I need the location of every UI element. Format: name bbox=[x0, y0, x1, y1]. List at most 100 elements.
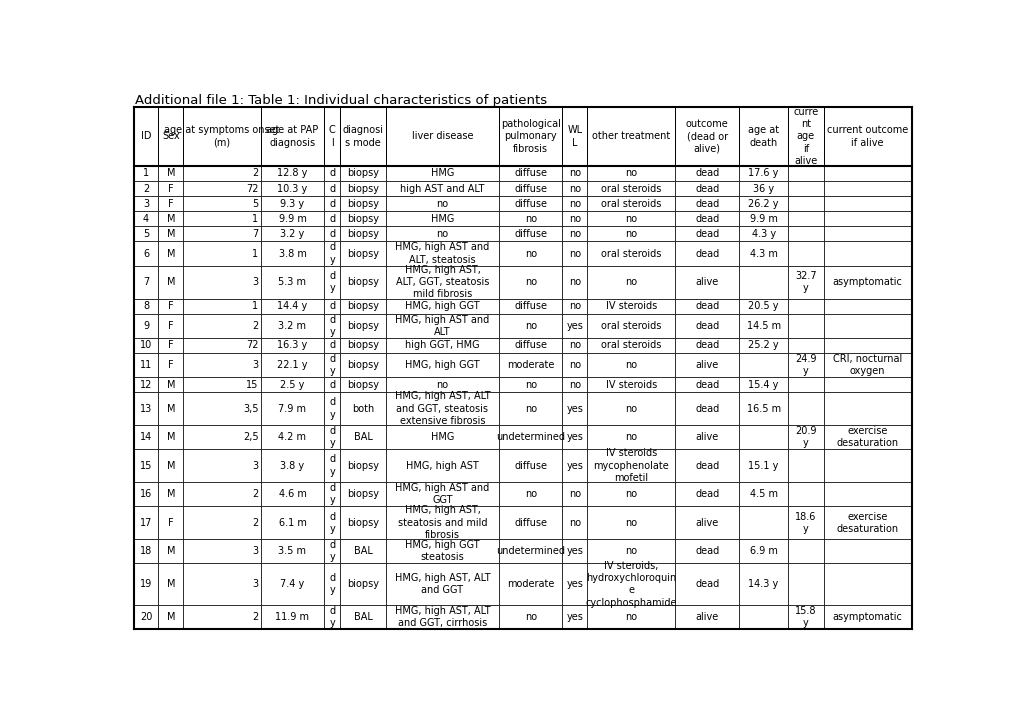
Bar bbox=[498, 425, 561, 449]
Text: 5.3 m: 5.3 m bbox=[278, 277, 306, 287]
Bar bbox=[675, 241, 738, 266]
Text: F: F bbox=[168, 184, 173, 194]
Text: 1: 1 bbox=[143, 168, 149, 179]
Bar bbox=[587, 539, 675, 563]
Bar bbox=[675, 606, 738, 629]
Bar bbox=[158, 299, 183, 314]
Bar bbox=[738, 338, 788, 353]
Text: biopsy: biopsy bbox=[346, 341, 379, 351]
Bar bbox=[133, 196, 158, 211]
Text: exercise
desaturation: exercise desaturation bbox=[836, 511, 898, 534]
Text: biopsy: biopsy bbox=[346, 579, 379, 589]
Text: dead: dead bbox=[694, 184, 718, 194]
Bar bbox=[788, 266, 822, 299]
Text: no: no bbox=[569, 199, 580, 209]
Bar bbox=[561, 166, 587, 181]
Text: 25.2 y: 25.2 y bbox=[748, 341, 779, 351]
Bar bbox=[158, 107, 183, 166]
Bar bbox=[788, 482, 822, 506]
Bar bbox=[339, 392, 385, 425]
Bar bbox=[133, 449, 158, 482]
Text: F: F bbox=[168, 199, 173, 209]
Bar bbox=[561, 482, 587, 506]
Bar bbox=[385, 563, 498, 606]
Bar bbox=[822, 539, 911, 563]
Bar bbox=[498, 196, 561, 211]
Text: IV steroids: IV steroids bbox=[605, 379, 656, 390]
Bar bbox=[561, 392, 587, 425]
Text: 2: 2 bbox=[252, 320, 258, 330]
Text: 17.6 y: 17.6 y bbox=[748, 168, 779, 179]
Text: 24.9
y: 24.9 y bbox=[795, 354, 816, 376]
Bar bbox=[738, 506, 788, 539]
Text: other treatment: other treatment bbox=[592, 132, 669, 142]
Bar bbox=[339, 299, 385, 314]
Bar bbox=[587, 606, 675, 629]
Bar bbox=[183, 314, 261, 338]
Bar bbox=[498, 266, 561, 299]
Bar bbox=[675, 392, 738, 425]
Text: HMG, high AST and
ALT, steatosis: HMG, high AST and ALT, steatosis bbox=[395, 243, 489, 265]
Bar bbox=[738, 226, 788, 241]
Bar bbox=[261, 377, 324, 392]
Text: 12.8 y: 12.8 y bbox=[277, 168, 308, 179]
Bar bbox=[261, 241, 324, 266]
Text: 16.5 m: 16.5 m bbox=[746, 404, 780, 413]
Text: CRI, nocturnal
oxygen: CRI, nocturnal oxygen bbox=[833, 354, 902, 376]
Bar bbox=[133, 166, 158, 181]
Text: no: no bbox=[569, 248, 580, 258]
Text: no: no bbox=[569, 184, 580, 194]
Bar bbox=[385, 338, 498, 353]
Bar bbox=[261, 314, 324, 338]
Text: M: M bbox=[166, 379, 175, 390]
Text: F: F bbox=[168, 341, 173, 351]
Bar bbox=[587, 266, 675, 299]
Bar bbox=[339, 563, 385, 606]
Bar bbox=[183, 449, 261, 482]
Text: d
y: d y bbox=[329, 511, 335, 534]
Bar bbox=[158, 506, 183, 539]
Text: Additional file 1: Table 1: Individual characteristics of patients: Additional file 1: Table 1: Individual c… bbox=[136, 94, 547, 107]
Bar bbox=[324, 338, 339, 353]
Text: no: no bbox=[569, 277, 580, 287]
Text: dead: dead bbox=[694, 461, 718, 471]
Text: no: no bbox=[625, 432, 637, 442]
Bar bbox=[261, 563, 324, 606]
Bar bbox=[587, 506, 675, 539]
Text: biopsy: biopsy bbox=[346, 301, 379, 311]
Text: diffuse: diffuse bbox=[514, 518, 546, 528]
Text: oral steroids: oral steroids bbox=[600, 184, 660, 194]
Bar bbox=[183, 181, 261, 196]
Text: exercise
desaturation: exercise desaturation bbox=[836, 426, 898, 449]
Bar bbox=[158, 539, 183, 563]
Text: 2: 2 bbox=[252, 489, 258, 499]
Text: 13: 13 bbox=[140, 404, 152, 413]
Bar bbox=[324, 166, 339, 181]
Text: undetermined: undetermined bbox=[495, 432, 565, 442]
Bar bbox=[183, 377, 261, 392]
Text: 1: 1 bbox=[252, 301, 258, 311]
Text: 2: 2 bbox=[252, 168, 258, 179]
Text: yes: yes bbox=[566, 404, 583, 413]
Text: M: M bbox=[166, 612, 175, 622]
Bar bbox=[385, 107, 498, 166]
Text: 3.8 m: 3.8 m bbox=[278, 248, 306, 258]
Bar bbox=[324, 392, 339, 425]
Text: 4.3 y: 4.3 y bbox=[751, 229, 774, 239]
Text: F: F bbox=[168, 360, 173, 370]
Text: 3: 3 bbox=[252, 579, 258, 589]
Text: diffuse: diffuse bbox=[514, 168, 546, 179]
Text: yes: yes bbox=[566, 461, 583, 471]
Text: M: M bbox=[166, 546, 175, 557]
Bar bbox=[158, 449, 183, 482]
Text: 11: 11 bbox=[140, 360, 152, 370]
Bar bbox=[587, 226, 675, 241]
Bar bbox=[385, 506, 498, 539]
Text: no: no bbox=[625, 168, 637, 179]
Text: d: d bbox=[329, 184, 335, 194]
Bar bbox=[261, 338, 324, 353]
Text: 7: 7 bbox=[143, 277, 149, 287]
Bar bbox=[183, 353, 261, 377]
Bar bbox=[498, 299, 561, 314]
Bar bbox=[183, 606, 261, 629]
